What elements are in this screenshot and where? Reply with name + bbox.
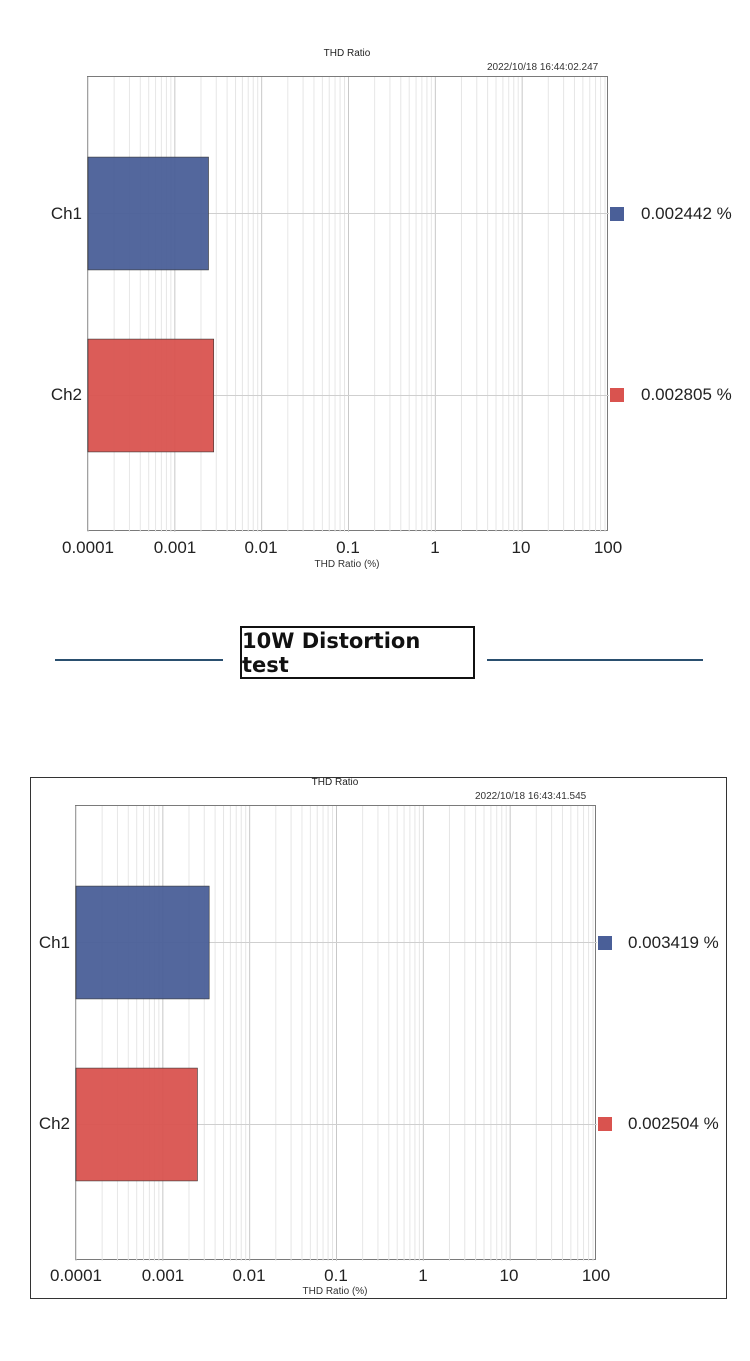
x-tick-label: 100 — [593, 538, 623, 557]
x-tick-label: 0.001 — [153, 538, 197, 557]
legend-swatch-ch1 — [610, 207, 624, 221]
x-tick-label: 100 — [581, 1266, 611, 1285]
x-axis-label: THD Ratio (%) — [302, 1286, 368, 1297]
legend-value-ch2: 0.002805 % — [641, 385, 732, 404]
legend-swatch-ch2 — [610, 388, 624, 402]
legend-swatch-ch1 — [598, 936, 612, 950]
x-tick-label: 0.0001 — [62, 538, 114, 557]
bar-ch1 — [87, 156, 209, 271]
category-label-ch2: Ch2 — [38, 1114, 70, 1133]
x-tick-label: 1 — [430, 538, 440, 557]
plot-area — [87, 76, 609, 532]
thd-chart-bottom: THD Ratio 2022/10/18 16:43:41.545 AP Ch1… — [0, 770, 750, 1310]
category-label-ch1: Ch1 — [50, 204, 82, 223]
x-tick-label: 1 — [418, 1266, 428, 1285]
thd-chart-top: THD Ratio 2022/10/18 16:44:02.247 AP Ch1… — [0, 0, 750, 600]
legend-value-ch1: 0.003419 % — [628, 933, 719, 952]
chart-title: THD Ratio — [323, 48, 371, 59]
bar-ch2 — [87, 338, 215, 453]
banner-left-line — [55, 659, 223, 661]
x-tick-label: 10 — [511, 538, 531, 557]
chart-frame — [30, 777, 727, 1299]
x-axis-label: THD Ratio (%) — [314, 559, 380, 570]
x-tick-label: 0.1 — [324, 1266, 348, 1285]
x-tick-label: 0.01 — [244, 538, 278, 557]
category-label-ch2: Ch2 — [50, 385, 82, 404]
bar-ch2 — [75, 1067, 198, 1182]
x-tick-label: 0.0001 — [50, 1266, 102, 1285]
section-banner: 10W Distortion test — [0, 620, 750, 685]
legend-value-ch1: 0.002442 % — [641, 204, 732, 223]
banner-box: 10W Distortion test — [240, 626, 475, 679]
chart-title: THD Ratio — [311, 777, 359, 788]
bar-ch1 — [75, 885, 210, 1000]
banner-right-line — [487, 659, 703, 661]
legend-value-ch2: 0.002504 % — [628, 1114, 719, 1133]
banner-title: 10W Distortion test — [242, 628, 421, 677]
plot-area — [75, 805, 597, 1261]
x-tick-label: 0.001 — [141, 1266, 185, 1285]
chart-timestamp: 2022/10/18 16:44:02.247 — [487, 62, 599, 73]
x-tick-label: 10 — [499, 1266, 519, 1285]
chart-timestamp: 2022/10/18 16:43:41.545 — [475, 791, 587, 802]
x-tick-label: 0.01 — [232, 1266, 266, 1285]
category-label-ch1: Ch1 — [38, 933, 70, 952]
legend-swatch-ch2 — [598, 1117, 612, 1131]
x-tick-label: 0.1 — [336, 538, 360, 557]
